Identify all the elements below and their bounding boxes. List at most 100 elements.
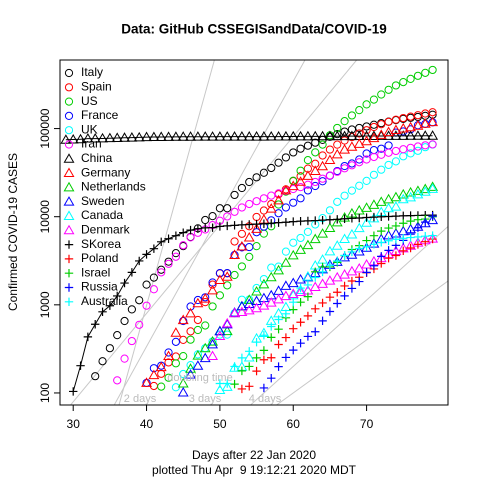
- data-point: [311, 327, 320, 336]
- data-point: [302, 239, 314, 250]
- data-point: [142, 301, 151, 310]
- data-point: [428, 140, 437, 149]
- data-point: [369, 240, 379, 249]
- data-point: [331, 271, 343, 282]
- data-point: [274, 315, 283, 324]
- data-point: [339, 130, 351, 141]
- data-point: [413, 146, 423, 155]
- data-point: [384, 148, 393, 157]
- data-point: [230, 207, 239, 216]
- data-point: [267, 374, 276, 383]
- data-point: [390, 201, 402, 211]
- x-tick-label: 40: [140, 417, 154, 431]
- data-point: [325, 145, 335, 154]
- data-point: [82, 132, 94, 143]
- data-point: [237, 262, 246, 271]
- data-point: [346, 130, 358, 141]
- data-point: [186, 335, 195, 344]
- legend-label: UK: [81, 122, 98, 136]
- legend-marker: [63, 153, 75, 163]
- data-point: [377, 252, 386, 261]
- data-point: [375, 129, 387, 139]
- data-point: [391, 235, 401, 244]
- doubling-line: [275, 280, 448, 405]
- data-point: [113, 376, 122, 385]
- data-point: [296, 298, 305, 307]
- data-point: [141, 131, 153, 142]
- data-point: [362, 149, 371, 158]
- legend-marker: [64, 68, 74, 78]
- data-point: [355, 277, 364, 286]
- data-point: [296, 318, 305, 327]
- data-point: [236, 306, 248, 317]
- data-point: [333, 288, 342, 297]
- data-point: [113, 291, 122, 301]
- data-point: [164, 259, 173, 268]
- data-point: [353, 222, 365, 233]
- data-point: [362, 155, 371, 164]
- data-point: [317, 228, 329, 238]
- data-point: [179, 351, 188, 361]
- data-point: [324, 275, 336, 285]
- data-point: [157, 265, 166, 274]
- data-point: [259, 194, 269, 203]
- data-point: [339, 233, 351, 244]
- data-point: [215, 291, 224, 300]
- data-point: [390, 124, 402, 135]
- data-point: [324, 245, 336, 256]
- data-point: [355, 158, 364, 167]
- data-point: [369, 261, 379, 270]
- data-point: [375, 196, 387, 206]
- legend-marker: [64, 111, 74, 121]
- x-tick-label: 50: [213, 417, 227, 431]
- data-point: [230, 270, 239, 280]
- data-point: [230, 362, 239, 371]
- data-point: [252, 197, 261, 206]
- data-point: [369, 212, 379, 222]
- legend-label: Poland: [81, 251, 118, 265]
- data-point: [346, 228, 358, 239]
- data-point: [421, 68, 430, 77]
- data-point: [412, 185, 424, 195]
- data-point: [309, 130, 321, 141]
- data-point: [369, 95, 379, 104]
- data-point: [186, 225, 195, 235]
- data-point: [406, 243, 415, 253]
- data-point: [303, 311, 313, 321]
- data-point: [361, 259, 373, 269]
- data-point: [201, 223, 210, 233]
- data-point: [399, 219, 408, 228]
- data-point: [287, 130, 299, 141]
- x-tick-label: 30: [67, 417, 81, 431]
- data-point: [199, 352, 211, 363]
- data-point: [296, 216, 305, 226]
- plot-frame: [59, 59, 449, 406]
- x-tick-label: 70: [360, 417, 374, 431]
- legend-marker: [63, 167, 75, 178]
- data-point: [413, 232, 423, 242]
- data-point: [281, 186, 291, 195]
- data-point: [405, 186, 417, 197]
- data-point: [274, 158, 283, 167]
- data-point: [171, 337, 180, 346]
- data-point: [369, 170, 379, 179]
- data-point: [318, 298, 327, 308]
- data-point: [229, 307, 241, 318]
- data-point: [179, 228, 188, 237]
- data-point: [149, 244, 159, 253]
- caption: plotted Thu Apr 9 19:12:21 2020 MDT: [152, 463, 357, 477]
- data-point: [331, 130, 343, 141]
- data-point: [368, 212, 380, 223]
- data-point: [295, 130, 307, 141]
- data-point: [208, 280, 217, 289]
- data-point: [258, 131, 270, 141]
- data-point: [214, 330, 226, 341]
- data-point: [289, 148, 298, 157]
- data-point: [281, 218, 291, 227]
- data-point: [399, 234, 408, 243]
- data-point: [428, 65, 437, 75]
- data-point: [333, 140, 342, 149]
- data-point: [377, 120, 386, 129]
- data-point: [258, 300, 270, 310]
